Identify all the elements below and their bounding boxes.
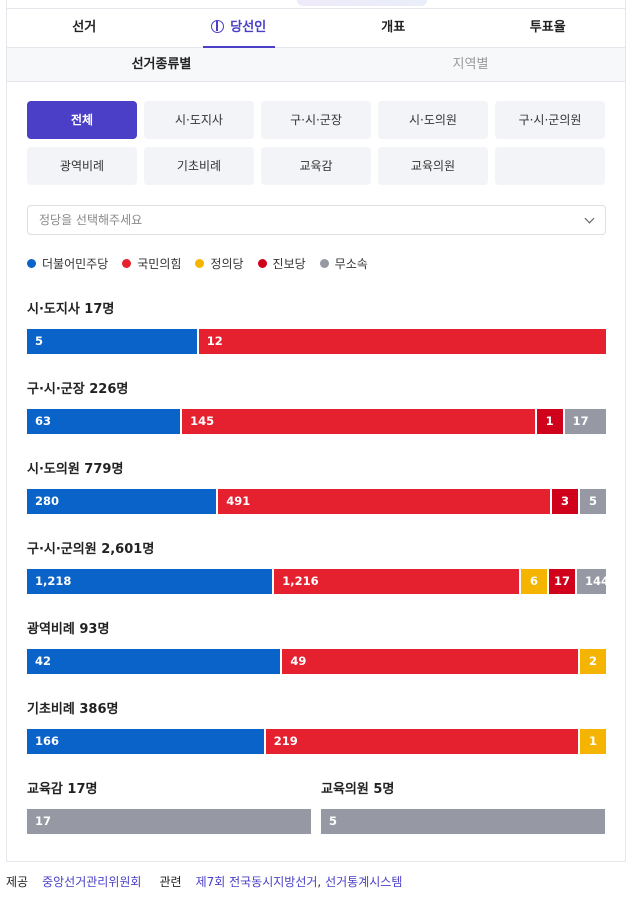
seat-segment-democratic: 63	[27, 409, 181, 434]
section-local-council: 구·시·군의원 2,601명 1,218 1,216 6 17 144	[27, 541, 606, 594]
tab-election[interactable]: 선거	[7, 9, 162, 47]
section-title: 구·시·군의원 2,601명	[27, 542, 155, 557]
seat-bar: 1,218 1,216 6 17 144	[27, 569, 606, 594]
section-provincial-pr: 광역비례 93명 42 49 2	[27, 621, 606, 674]
legend-item: 정의당	[195, 255, 244, 272]
section-mayor: 구·시·군장 226명 63 145 1 17	[27, 381, 606, 434]
subtab-by-election-type[interactable]: 선거종류별	[131, 57, 192, 72]
type-button-local-council[interactable]: 구·시·군의원	[495, 101, 605, 139]
seat-bar: 166 219 1	[27, 729, 606, 754]
section-governor: 시·도지사 17명 5 12	[27, 301, 606, 354]
seat-segment-ppp: 145	[182, 409, 535, 434]
tab-label: 선거	[72, 20, 97, 35]
tab-turnout[interactable]: 투표율	[471, 9, 626, 47]
seat-segment-justice: 1	[579, 729, 606, 754]
section-title: 시·도지사 17명	[27, 302, 115, 317]
type-button-all[interactable]: 전체	[27, 101, 137, 139]
type-button-education-council[interactable]: 교육의원	[378, 147, 488, 185]
legend-item: 더불어민주당	[27, 255, 108, 272]
related-link-stats-system[interactable]: 선거통계시스템	[325, 875, 403, 889]
seat-segment-progressive: 3	[551, 489, 578, 514]
legend-dot-icon	[122, 259, 132, 268]
section-superintendent: 교육감 17명 17	[27, 781, 311, 834]
tab-label: 투표율	[529, 20, 566, 35]
legend-label: 국민의힘	[137, 257, 182, 271]
seat-bar: 5 12	[27, 329, 606, 354]
provider-link[interactable]: 중앙선거관리위원회	[42, 875, 142, 889]
link-separator: ,	[317, 875, 322, 889]
seat-bar: 42 49 2	[27, 649, 606, 674]
seat-segment-justice: 6	[521, 569, 547, 594]
legend-label: 더불어민주당	[42, 257, 109, 271]
vote-stamp-icon	[211, 20, 225, 33]
type-button-provincial-council[interactable]: 시·도의원	[378, 101, 488, 139]
tab-vote-count[interactable]: 개표	[316, 9, 471, 47]
legend-dot-icon	[27, 259, 36, 268]
party-select-placeholder: 정당을 선택해주세요	[39, 213, 143, 227]
related-label: 관련	[159, 875, 182, 889]
section-provincial-council: 시·도의원 779명 280 491 3 5	[27, 461, 606, 514]
seat-segment-ppp: 219	[265, 729, 578, 754]
type-button-governor[interactable]: 시·도지사	[144, 101, 254, 139]
results-card: 선거 당선인 개표 투표율 선거종류별 지역별 전체 시·도지사 구·시·군장 …	[6, 0, 626, 862]
seat-segment-ppp: 49	[282, 649, 578, 674]
section-title: 기초비례 386명	[27, 702, 119, 717]
party-legend: 더불어민주당 국민의힘 정의당 진보당 무소속	[27, 255, 382, 272]
seat-segment-independent: 5	[321, 809, 605, 834]
section-title: 교육감 17명	[27, 782, 98, 797]
section-title: 광역비례 93명	[27, 622, 110, 637]
section-education-council: 교육의원 5명 5	[321, 781, 605, 834]
legend-item: 진보당	[257, 255, 306, 272]
legend-item: 무소속	[319, 255, 368, 272]
legend-label: 무소속	[334, 257, 368, 271]
main-tab-bar: 선거 당선인 개표 투표율	[7, 8, 625, 48]
seat-segment-independent: 17	[27, 809, 311, 834]
seat-bar: 280 491 3 5	[27, 489, 606, 514]
tab-label: 개표	[381, 20, 406, 35]
source-footer: 제공 중앙선거관리위원회 관련 제7회 전국동시지방선거, 선거통계시스템	[6, 873, 402, 890]
seat-segment-ppp: 1,216	[274, 569, 519, 594]
party-select[interactable]: 정당을 선택해주세요	[27, 205, 606, 235]
top-decoration	[297, 0, 427, 6]
section-local-pr: 기초비례 386명 166 219 1	[27, 701, 606, 754]
seat-bar: 63 145 1 17	[27, 409, 606, 434]
seat-segment-independent: 144	[577, 569, 606, 594]
type-button-empty	[495, 147, 605, 185]
legend-item: 국민의힘	[122, 255, 181, 272]
seat-segment-ppp: 12	[198, 329, 606, 354]
seat-segment-progressive: 1	[536, 409, 563, 434]
legend-label: 진보당	[272, 257, 306, 271]
seat-segment-democratic: 280	[27, 489, 217, 514]
seat-bar: 17	[27, 809, 311, 834]
seat-bar: 5	[321, 809, 605, 834]
election-type-filter: 전체 시·도지사 구·시·군장 시·도의원 구·시·군의원 광역비례 기초비례 …	[27, 101, 606, 185]
tab-label: 당선인	[230, 20, 267, 35]
related-link-election[interactable]: 제7회 전국동시지방선거	[195, 875, 318, 889]
section-title: 구·시·군장 226명	[27, 382, 129, 397]
legend-dot-icon	[195, 259, 205, 268]
type-button-local-pr[interactable]: 기초비례	[144, 147, 254, 185]
seat-segment-progressive: 17	[549, 569, 575, 594]
seat-segment-democratic: 166	[27, 729, 264, 754]
chevron-down-icon	[584, 213, 595, 224]
section-title: 시·도의원 779명	[27, 462, 124, 477]
seat-segment-democratic: 1,218	[27, 569, 273, 594]
sub-tab-bar: 선거종류별 지역별	[7, 48, 625, 82]
type-button-superintendent[interactable]: 교육감	[261, 147, 371, 185]
seat-segment-democratic: 5	[27, 329, 197, 354]
subtab-by-region[interactable]: 지역별	[452, 57, 489, 72]
seat-segment-justice: 2	[579, 649, 606, 674]
seat-segment-independent: 17	[564, 409, 606, 434]
seat-segment-independent: 5	[579, 489, 606, 514]
legend-label: 정의당	[210, 257, 244, 271]
type-button-provincial-pr[interactable]: 광역비례	[27, 147, 137, 185]
legend-dot-icon	[257, 259, 267, 268]
seat-segment-ppp: 491	[218, 489, 550, 514]
tab-winners[interactable]: 당선인	[162, 9, 317, 48]
section-title: 교육의원 5명	[321, 782, 395, 797]
seat-segment-democratic: 42	[27, 649, 281, 674]
legend-dot-icon	[319, 259, 329, 268]
type-button-mayor[interactable]: 구·시·군장	[261, 101, 371, 139]
provider-label: 제공	[6, 875, 29, 889]
